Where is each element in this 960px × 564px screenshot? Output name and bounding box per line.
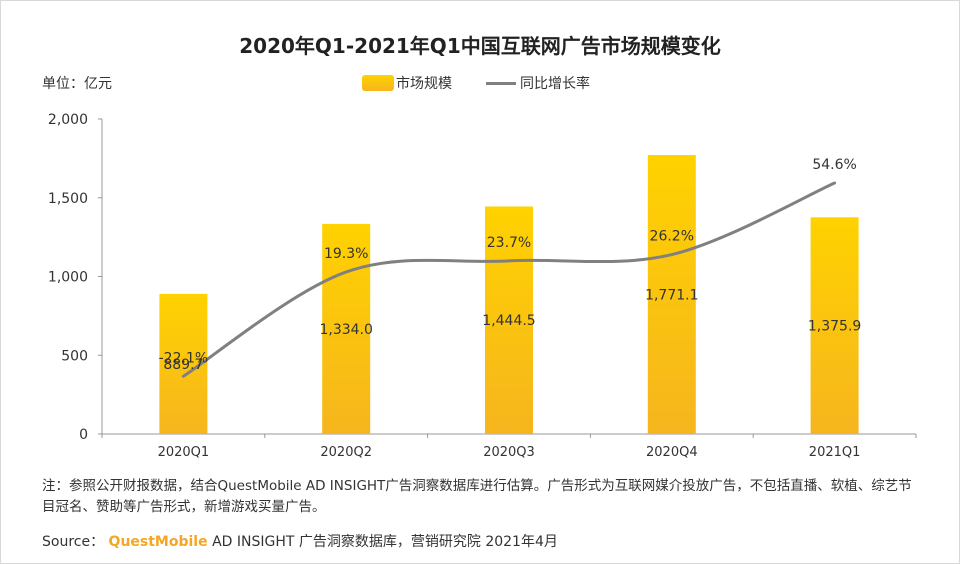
footnote: 注：参照公开财报数据，结合QuestMobile AD INSIGHT广告洞察数… (42, 478, 912, 515)
bar (322, 223, 371, 434)
y-tick-label: 500 (61, 348, 88, 364)
x-tick-label: 2020Q1 (158, 445, 210, 460)
source-rest: AD INSIGHT 广告洞察数据库，营销研究院 2021年4月 (212, 534, 558, 550)
unit-label: 单位：亿元 (42, 76, 112, 92)
growth-value-label: -22.1% (159, 350, 209, 366)
legend-bar-swatch (362, 75, 394, 91)
bar-layer (159, 155, 859, 434)
bar (485, 206, 533, 434)
bar-value-label: 1,375.9 (808, 319, 861, 335)
source-prefix: Source： (42, 534, 105, 550)
y-tick-label: 0 (79, 427, 88, 443)
bar (810, 217, 859, 434)
y-tick-label: 1,000 (48, 270, 88, 286)
bar-value-label: 1,334.0 (319, 322, 372, 338)
label-layer: 889.7 1,334.0 1,444.5 1,771.1 1,375.9 -22.1% 1… (159, 157, 862, 373)
bar-value-label: 889.7 (163, 357, 203, 373)
growth-value-label: 54.6% (812, 157, 856, 173)
bar-value-label: 1,771.1 (645, 288, 698, 304)
y-tick-label: 1,500 (48, 191, 88, 207)
y-tick-label: 2,000 (48, 112, 88, 128)
legend: 市场规模 同比增长率 (362, 73, 590, 93)
x-tick-label: 2021Q1 (809, 445, 861, 460)
chart-title: 2020年Q1-2021年Q1中国互联网广告市场规模变化 (239, 34, 721, 58)
legend-bar-label: 市场规模 (396, 76, 452, 92)
chart-canvas: 0 500 1,000 1,500 2,000 2020Q1 2020Q2 2020Q3 202… (48, 112, 917, 460)
legend-line-swatch (486, 81, 516, 85)
x-tick-label: 2020Q3 (483, 445, 535, 460)
x-tick-label: 2020Q4 (646, 445, 698, 460)
growth-value-label: 26.2% (650, 229, 694, 245)
x-tick-label: 2020Q2 (320, 445, 372, 460)
source-line: Source： QuestMobile AD INSIGHT 广告洞察数据库，营… (42, 531, 558, 551)
legend-line-label: 同比增长率 (520, 76, 590, 92)
line-layer (181, 181, 837, 378)
growth-value-label: 19.3% (324, 246, 368, 262)
growth-value-label: 23.7% (487, 235, 531, 251)
bar (647, 155, 696, 434)
bar-value-label: 1,444.5 (482, 313, 535, 329)
source-brand: QuestMobile (108, 534, 208, 550)
